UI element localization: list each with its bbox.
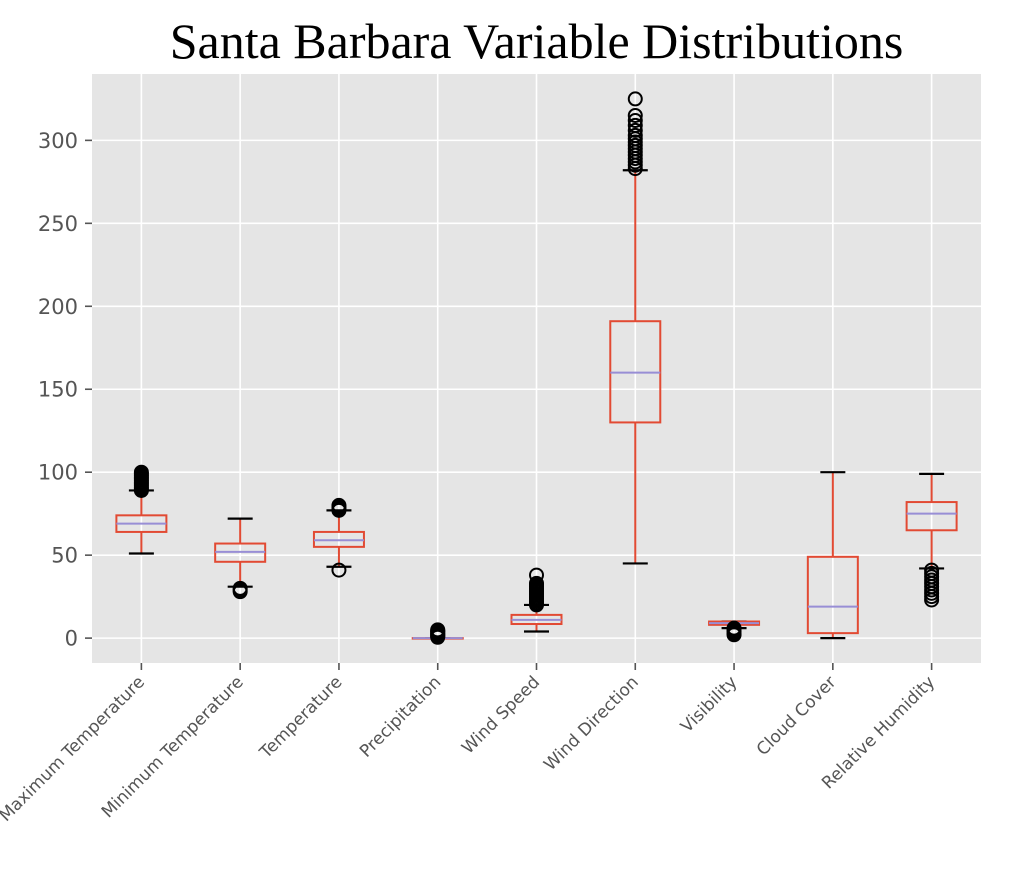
x-tick-label: Visibility [677, 672, 742, 737]
flier-point [627, 91, 643, 107]
flier-point [529, 567, 544, 583]
y-tick-label: 200 [38, 295, 78, 319]
chart-title: Santa Barbara Variable Distributions [169, 13, 904, 69]
flier-point [331, 497, 347, 513]
y-tick-label: 50 [51, 544, 78, 568]
flier-point [627, 127, 643, 143]
flier-point [924, 562, 940, 578]
flier-point [529, 575, 544, 591]
y-tick-label: 100 [38, 461, 78, 485]
x-tick-label: Wind Speed [458, 672, 544, 758]
x-tick-label: Precipitation [356, 672, 445, 761]
flier-point [627, 122, 643, 138]
flier-point [726, 620, 742, 636]
flier-point [627, 112, 643, 128]
y-tick-label: 300 [38, 129, 78, 153]
x-tick-label: Cloud Cover [753, 672, 841, 760]
flier-point [133, 464, 149, 480]
x-tick-label: Temperature [255, 672, 346, 763]
y-tick-label: 250 [38, 212, 78, 236]
flier-point [627, 117, 643, 133]
flier-point [430, 622, 446, 638]
flier-point [232, 580, 248, 596]
flier-point [331, 562, 347, 578]
y-tick-label: 150 [38, 378, 78, 402]
flier-point [627, 107, 643, 123]
y-tick-label: 0 [65, 627, 78, 651]
x-tick-label: Wind Direction [540, 672, 642, 774]
box [806, 555, 859, 635]
box [905, 501, 958, 532]
